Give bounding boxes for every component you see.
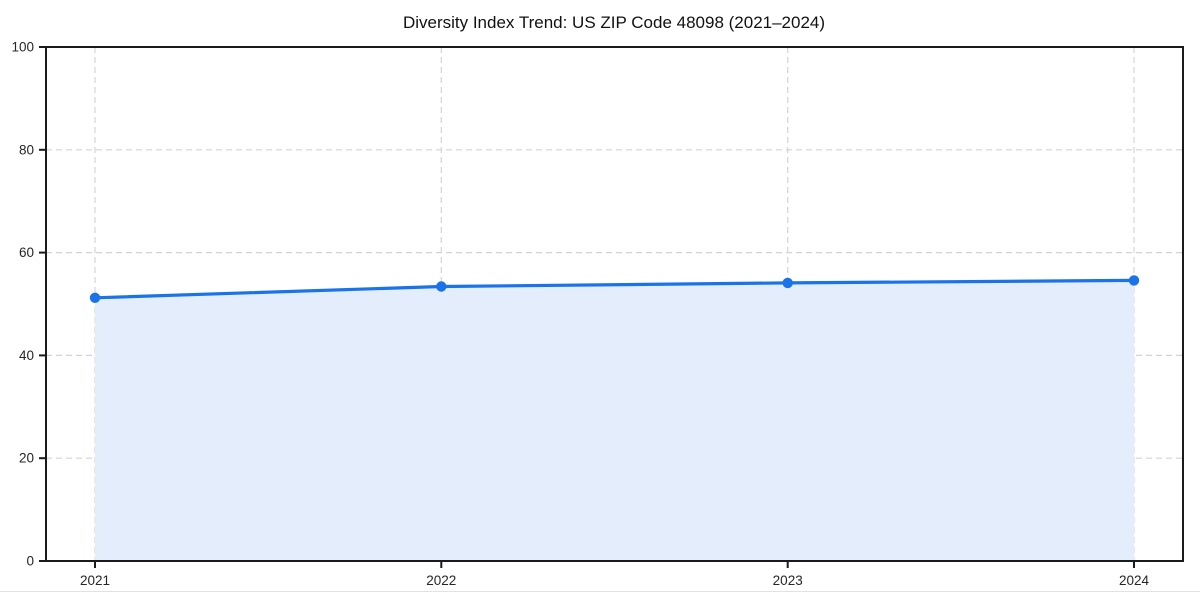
data-point-2024	[1128, 275, 1140, 286]
gridlines	[46, 46, 1183, 562]
y-axis-tick-label: 0	[26, 554, 34, 569]
y-axis-tick-label: 100	[11, 40, 34, 55]
y-axis-tick-label: 60	[19, 245, 34, 260]
y-axis-tick-label: 20	[19, 451, 34, 466]
y-axis-tick-label: 40	[19, 348, 34, 363]
x-axis-tick-label: 2024	[1119, 573, 1150, 588]
x-axis-tick-label: 2022	[426, 573, 456, 588]
axes-layer: 0 20 40 60 80 100 2021 2022 2023 2024	[11, 40, 1184, 588]
trend-line-path	[93, 278, 1136, 300]
y-axis-tick-label: 80	[19, 142, 34, 157]
area-fill-layer	[95, 280, 1134, 561]
data-point-layer	[89, 275, 1140, 303]
area-fill-path	[95, 280, 1134, 561]
plot-border	[45, 46, 1184, 562]
data-point-2021	[89, 292, 101, 303]
data-point-2022	[436, 281, 447, 292]
x-axis-tick-label: 2023	[773, 573, 803, 588]
data-point-2023	[782, 277, 793, 289]
chart-title: Diversity Index Trend: US ZIP Code 48098…	[403, 13, 825, 32]
window-bottom-edge	[0, 591, 1200, 592]
x-axis-tick-label: 2021	[80, 573, 110, 588]
trend-line-layer	[93, 278, 1136, 300]
